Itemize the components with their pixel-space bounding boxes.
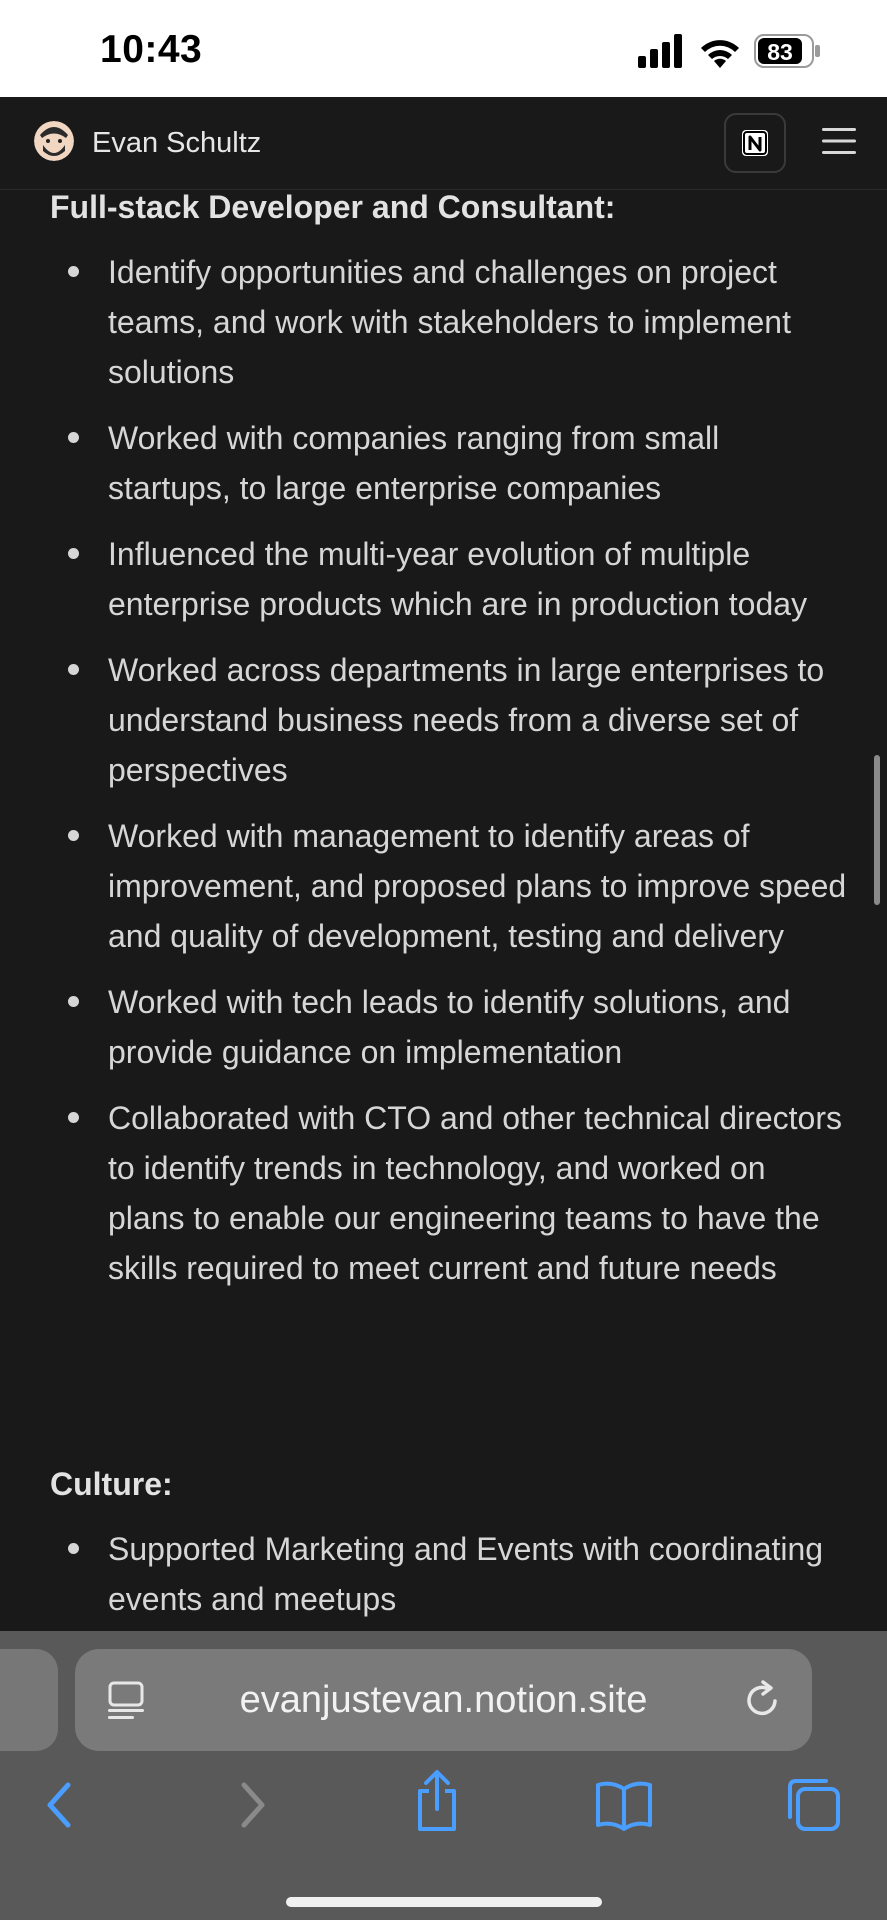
bullet-dot (68, 548, 79, 559)
list-item: Worked with tech leads to identify solut… (0, 977, 887, 1077)
list-item: Worked across departments in large enter… (0, 645, 887, 795)
status-time: 10:43 (100, 28, 203, 71)
browser-toolbar: evanjustevan.notion.site (0, 1631, 887, 1920)
bullet-list-fullstack: Identify opportunities and challenges on… (0, 247, 887, 1309)
list-item-text: Collaborated with CTO and other technica… (108, 1100, 842, 1286)
battery-level: 83 (767, 39, 793, 65)
notion-icon (742, 130, 768, 156)
home-indicator (286, 1897, 602, 1907)
scrollbar[interactable] (874, 755, 880, 905)
page-content: Full-stack Developer and Consultant: Ide… (0, 189, 887, 1631)
page-header: Evan Schultz (0, 97, 887, 190)
list-item-text: Worked with companies ranging from small… (108, 420, 720, 506)
bookmarks-icon[interactable] (594, 1777, 654, 1833)
site-owner-name[interactable]: Evan Schultz (92, 127, 262, 159)
bullet-dot (68, 830, 79, 841)
avatar[interactable] (34, 121, 74, 161)
section-title-fullstack: Full-stack Developer and Consultant: (50, 189, 616, 225)
hamburger-menu-icon[interactable] (820, 125, 858, 157)
list-item-text: Worked across departments in large enter… (108, 652, 825, 788)
bullet-dot (68, 1112, 79, 1123)
address-bar[interactable]: evanjustevan.notion.site (75, 1649, 812, 1751)
list-item: Identify opportunities and challenges on… (0, 247, 887, 397)
list-item-text: Worked with tech leads to identify solut… (108, 984, 791, 1070)
back-icon[interactable] (40, 1777, 76, 1833)
list-item: Worked with management to identify areas… (0, 811, 887, 961)
wifi-icon (701, 40, 739, 68)
bullet-dot (68, 996, 79, 1007)
reload-icon[interactable] (743, 1679, 783, 1721)
share-icon[interactable] (412, 1769, 462, 1833)
list-item-text: Supported Marketing and Events with coor… (108, 1531, 824, 1617)
notion-button[interactable] (724, 113, 786, 173)
bullet-dot (68, 664, 79, 675)
previous-tab-preview[interactable] (0, 1649, 58, 1751)
section-title-culture: Culture: (50, 1466, 173, 1502)
list-item: Worked with companies ranging from small… (0, 413, 887, 513)
list-item: Collaborated with CTO and other technica… (0, 1093, 887, 1293)
tabs-icon[interactable] (784, 1777, 842, 1833)
bullet-dot (68, 432, 79, 443)
list-item-text: Worked with management to identify areas… (108, 818, 847, 954)
bullet-list-culture: Supported Marketing and Events with coor… (0, 1524, 887, 1631)
bullet-dot (68, 1543, 79, 1554)
list-item: Influenced the multi-year evolution of m… (0, 529, 887, 629)
battery-icon: 83 (754, 34, 822, 73)
list-item-text: Identify opportunities and challenges on… (108, 254, 791, 390)
url-text: evanjustevan.notion.site (239, 1679, 648, 1721)
status-bar: 10:43 83 (0, 0, 887, 97)
list-item-text: Influenced the multi-year evolution of m… (108, 536, 808, 622)
list-item: Supported Marketing and Events with coor… (0, 1524, 887, 1624)
reader-mode-icon[interactable] (107, 1681, 145, 1721)
forward-icon[interactable] (236, 1777, 272, 1833)
bullet-dot (68, 266, 79, 277)
signal-icon (638, 34, 682, 68)
